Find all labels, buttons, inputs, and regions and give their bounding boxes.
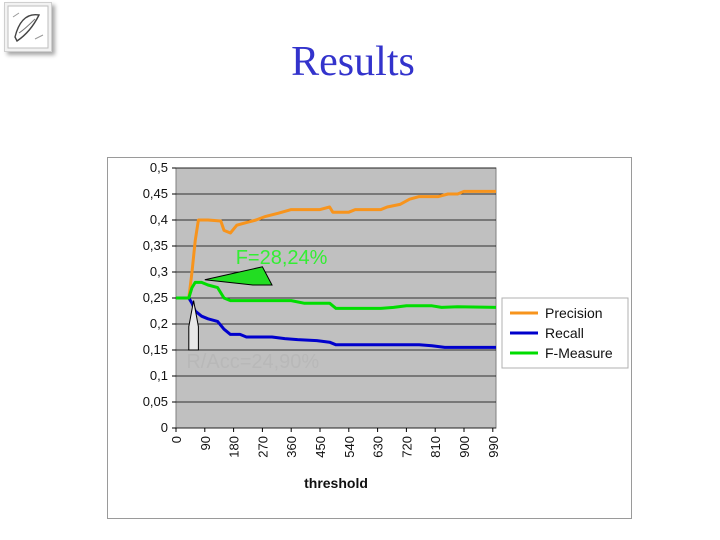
x-tick-label: 450: [313, 436, 328, 458]
legend-label-precision: Precision: [545, 305, 603, 321]
y-tick-label: 0,15: [143, 342, 168, 357]
y-tick-label: 0,05: [143, 394, 168, 409]
x-tick-label: 900: [457, 436, 472, 458]
x-tick-label: 540: [342, 436, 357, 458]
chart-container: 0 0,05 0,1 0,15 0,2 0,25 0,3 0,35 0,4 0,45 0,5 0 90 1…: [107, 157, 632, 519]
y-tick-label: 0,2: [150, 316, 168, 331]
series-line-recall: [176, 296, 496, 349]
y-tick-label: 0,25: [143, 290, 168, 305]
x-tick-label: 360: [284, 436, 299, 458]
f-measure-callout-arrow: [204, 266, 273, 286]
x-tick-label: 990: [486, 436, 501, 458]
series-line-precision: [176, 189, 496, 300]
y-tick-label: 0: [161, 420, 168, 435]
logo-sketch-icon: [7, 5, 49, 49]
y-tick-label: 0,45: [143, 186, 168, 201]
y-tick-label: 0,4: [150, 212, 168, 227]
y-tick-label: 0,1: [150, 368, 168, 383]
line-chart: 0 0,05 0,1 0,15 0,2 0,25 0,3 0,35 0,4 0,45 0,5 0 90 1…: [143, 160, 629, 491]
x-tick-label: 720: [399, 436, 414, 458]
y-tick-label: 0,3: [150, 264, 168, 279]
x-axis-label: threshold: [304, 475, 368, 491]
y-tick-label: 0,5: [150, 160, 168, 175]
y-tick-label: 0,35: [143, 238, 168, 253]
recall-callout-arrow: [188, 300, 199, 351]
x-tick-label: 630: [371, 436, 386, 458]
legend-label-f-measure: F-Measure: [545, 345, 613, 361]
logo-image: [4, 2, 52, 52]
f-measure-annotation: F=28,24%: [236, 247, 328, 269]
x-tick-label: 270: [255, 436, 270, 458]
recall-annotation: R/Acc=24,90%: [186, 351, 319, 373]
legend-label-recall: Recall: [545, 325, 584, 341]
x-tick-label: 90: [198, 436, 213, 450]
x-tick-label: 180: [227, 436, 242, 458]
x-tick-label: 0: [169, 436, 184, 443]
series-line-f-measure: [176, 280, 497, 310]
x-tick-label: 810: [428, 436, 443, 458]
slide-title: Results: [291, 39, 415, 85]
